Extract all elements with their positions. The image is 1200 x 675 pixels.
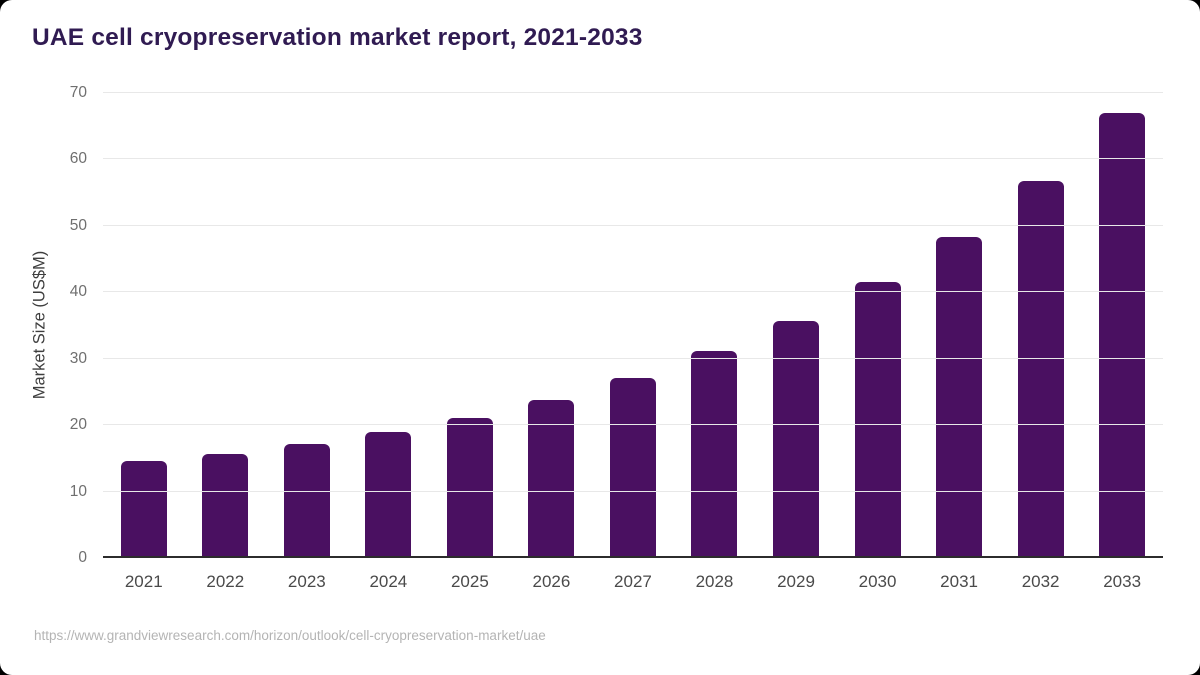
- x-axis-labels: 2021 2022 2023 2024 2025 2026 2027 2028 2029 2030…: [103, 569, 1163, 595]
- x-label-2026: 2026: [532, 572, 571, 591]
- bars-container: [103, 93, 1163, 558]
- bar-2032: [1017, 180, 1064, 558]
- bar-slot-2026: [511, 93, 593, 558]
- bar-2030: [854, 282, 901, 558]
- chart-title: UAE cell cryopreservation market report,…: [32, 24, 643, 51]
- gridline-10: [103, 490, 1163, 492]
- bar-2031: [936, 236, 983, 558]
- y-tick-50: 50: [69, 216, 87, 234]
- x-label-2022: 2022: [206, 572, 245, 591]
- y-tick-30: 30: [69, 349, 87, 367]
- y-tick-40: 40: [69, 283, 87, 301]
- gridline-20: [103, 424, 1163, 426]
- bar-slot-2031: [918, 93, 1000, 558]
- bar-2028: [691, 351, 738, 558]
- gridline-50: [103, 224, 1163, 226]
- x-label-2031: 2031: [940, 572, 978, 591]
- gridline-40: [103, 291, 1163, 293]
- bar-slot-2033: [1081, 93, 1163, 558]
- bar-2025: [446, 417, 493, 558]
- bar-2029: [773, 320, 820, 558]
- y-tick-60: 60: [69, 150, 87, 168]
- x-label-2033: 2033: [1103, 572, 1142, 591]
- x-label-2030: 2030: [858, 572, 897, 591]
- gridline-70: [103, 92, 1163, 93]
- bar-slot-2028: [674, 93, 756, 558]
- y-tick-0: 0: [78, 549, 87, 566]
- bar-2026: [528, 399, 575, 558]
- gridline-30: [103, 357, 1163, 359]
- x-label-2021: 2021: [124, 572, 163, 591]
- bar-slot-2032: [1000, 93, 1082, 558]
- y-tick-20: 20: [69, 416, 87, 434]
- bar-2024: [365, 431, 412, 558]
- bar-slot-2024: [348, 93, 430, 558]
- bar-2027: [609, 377, 656, 558]
- y-tick-10: 10: [69, 482, 87, 500]
- plot-area: [103, 92, 1163, 558]
- bar-2033: [1099, 112, 1146, 558]
- x-label-2027: 2027: [614, 572, 652, 591]
- bar-2021: [120, 461, 167, 558]
- bar-2023: [283, 443, 330, 558]
- y-tick-70: 70: [69, 84, 87, 101]
- bar-slot-2027: [592, 93, 674, 558]
- bar-slot-2023: [266, 93, 348, 558]
- x-label-2029: 2029: [777, 572, 815, 591]
- bar-slot-2025: [429, 93, 511, 558]
- x-label-2028: 2028: [695, 572, 734, 591]
- x-label-2023: 2023: [287, 572, 326, 591]
- bar-2022: [202, 453, 249, 558]
- bar-slot-2029: [755, 93, 837, 558]
- x-label-2025: 2025: [450, 572, 489, 591]
- bar-slot-2030: [837, 93, 919, 558]
- x-label-2032: 2032: [1021, 572, 1060, 591]
- source-url: https://www.grandviewresearch.com/horizo…: [34, 628, 546, 643]
- gridline-0: [103, 556, 1163, 558]
- bar-slot-2022: [185, 93, 267, 558]
- bar-slot-2021: [103, 93, 185, 558]
- x-label-2024: 2024: [369, 572, 408, 591]
- gridline-60: [103, 158, 1163, 160]
- y-axis-tick-labels: 0 10 20 30 40 50 60 70: [0, 84, 87, 566]
